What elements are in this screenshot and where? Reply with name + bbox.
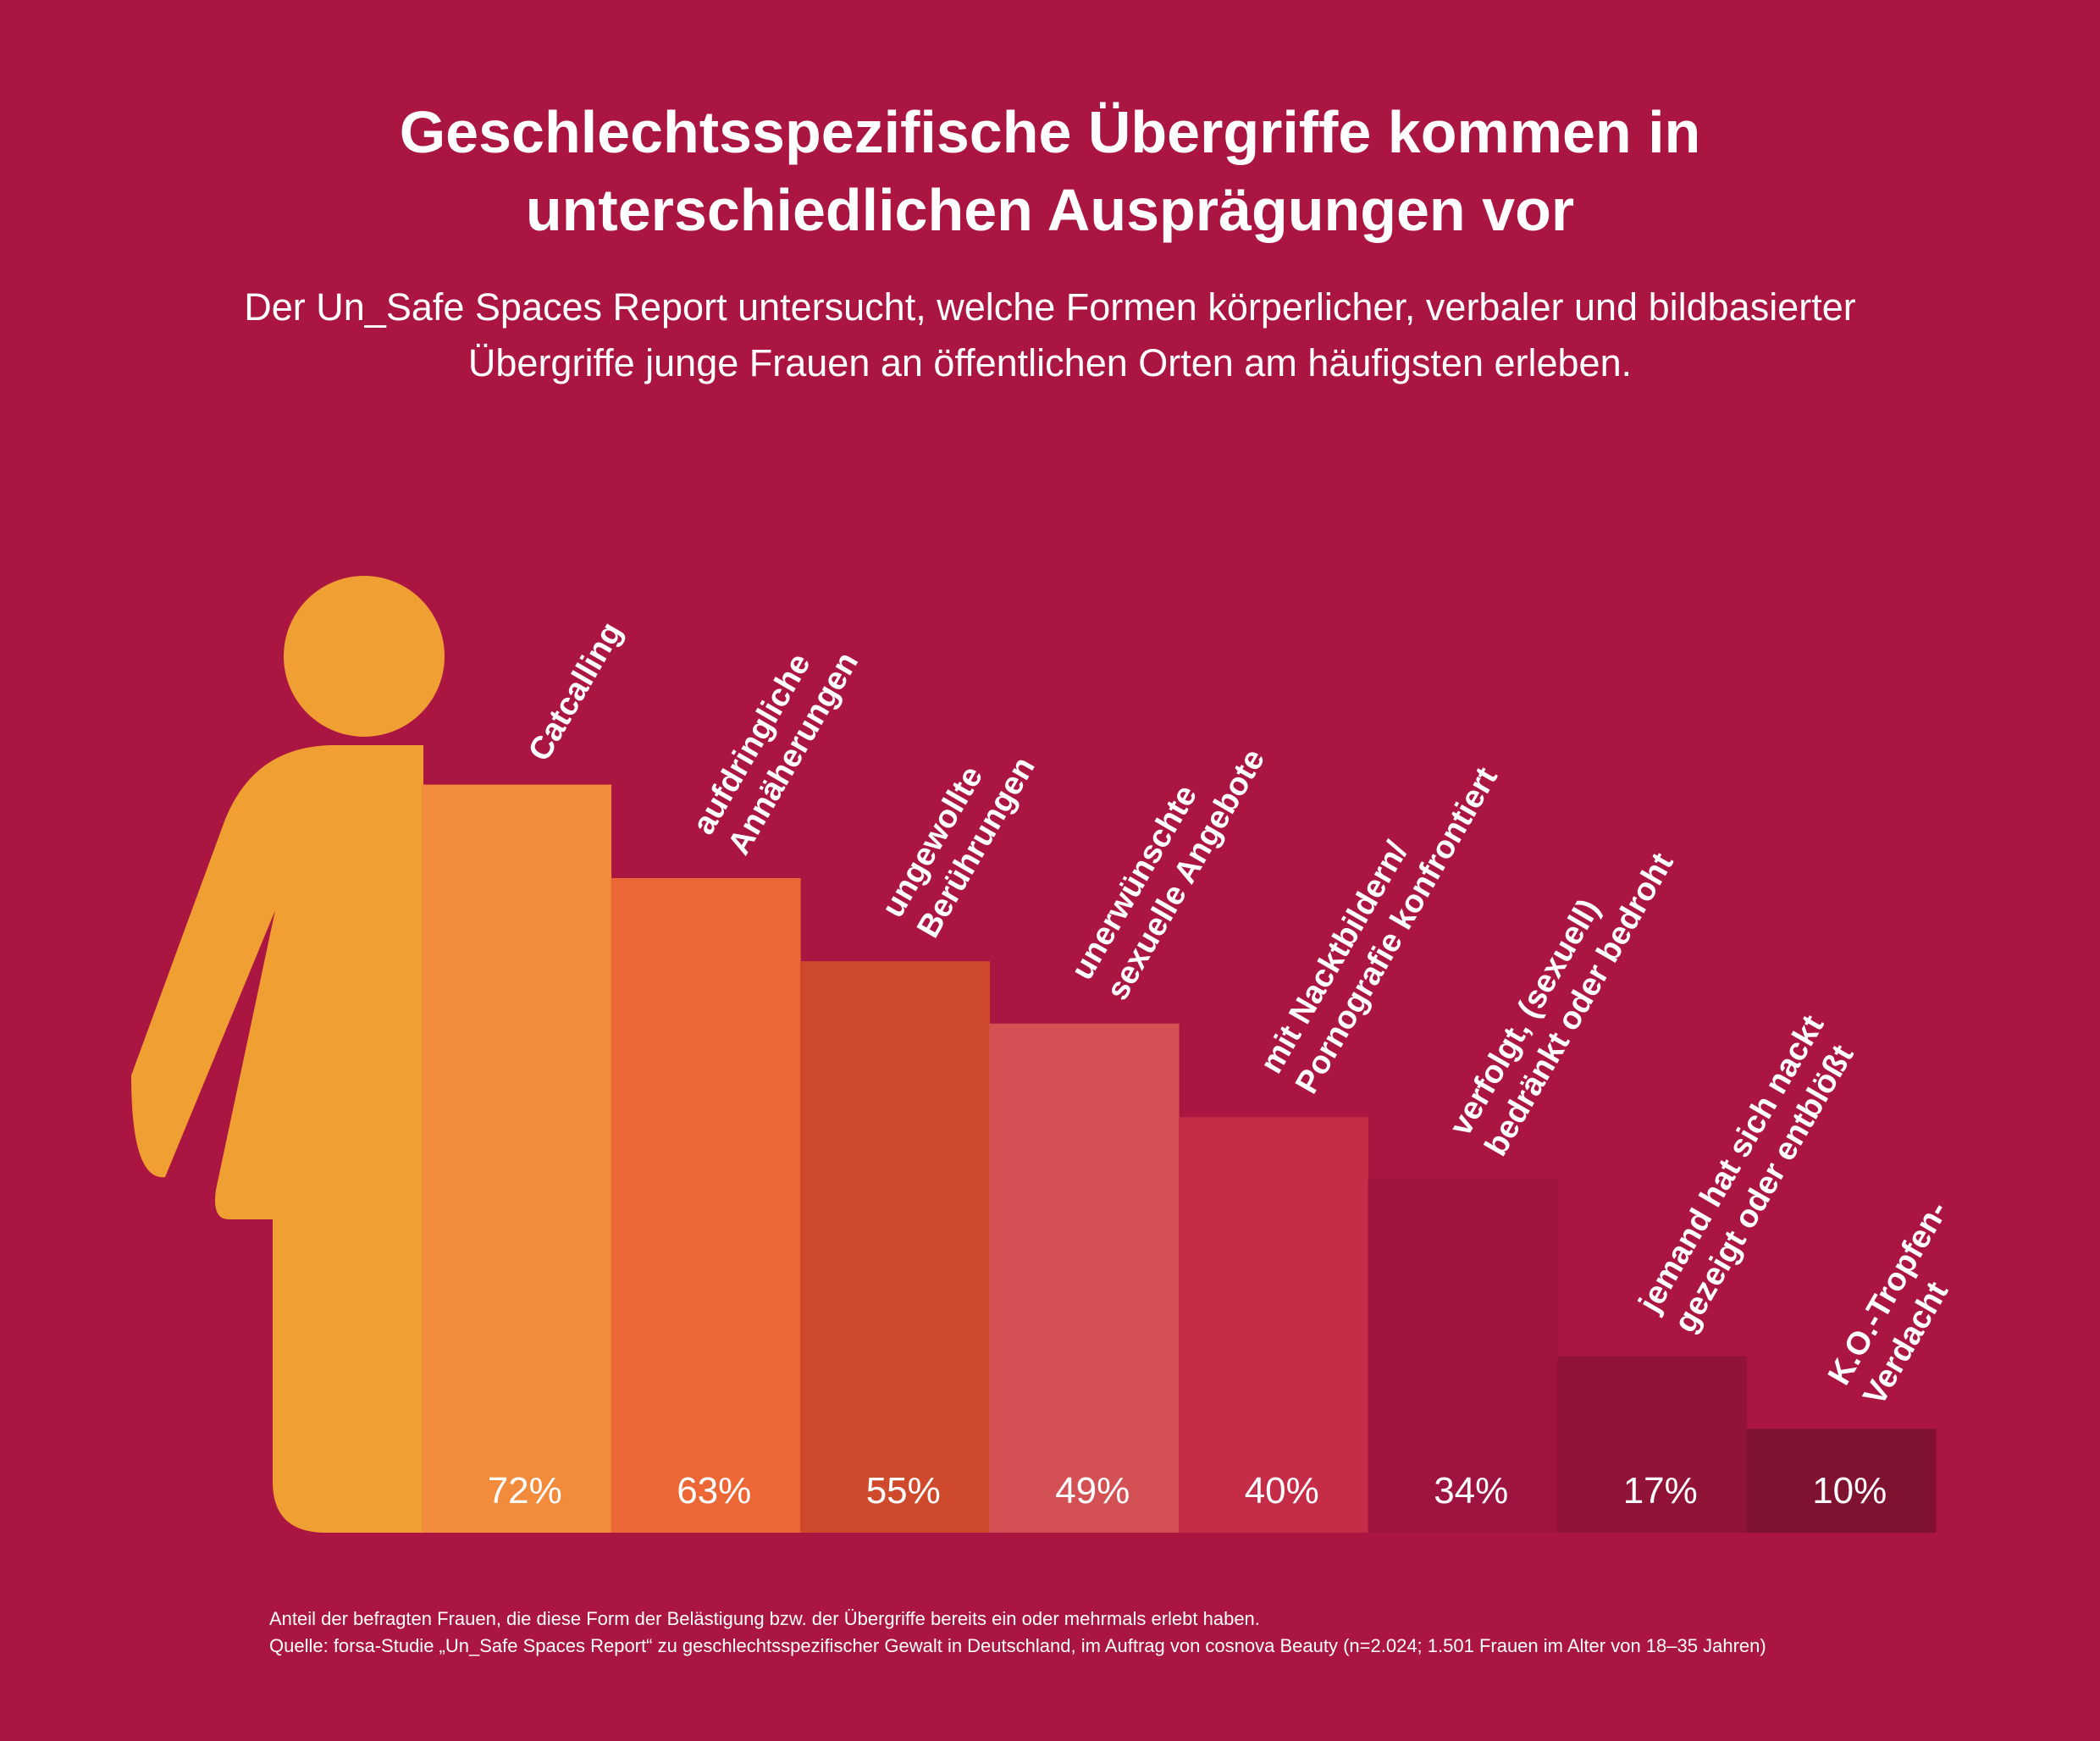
category-label-1: Catcalling (522, 616, 629, 767)
subtitle-line-2: Übergriffe junge Frauen an öffentlichen … (467, 341, 1633, 384)
category-label-1-line-1: Catcalling (522, 616, 629, 767)
category-label-7: jemand hat sich nacktgezeigt oder entblö… (1632, 1009, 1866, 1340)
category-label-2: aufdringlicheAnnäherungen (686, 626, 865, 860)
bar-3 (800, 961, 991, 1533)
category-label-4: unerwünschtesexuelle Angebote (1064, 723, 1272, 1007)
category-label-3: ungewollteBerührungen (876, 731, 1042, 944)
title-line-2: unterschiedlichen Ausprägungen vor (525, 177, 1575, 243)
chart-title: Geschlechtsspezifische Übergriffe kommen… (0, 93, 2100, 249)
value-label-3: 55% (866, 1470, 941, 1512)
value-label-7: 17% (1623, 1470, 1698, 1512)
category-label-6: verfolgt, (sexuell)bedränkt oder bedroht (1443, 826, 1681, 1162)
footnote-line-2: Quelle: forsa-Studie „Un_Safe Spaces Rep… (269, 1635, 1766, 1656)
bar-1 (422, 784, 612, 1533)
chart-subtitle: Der Un_Safe Spaces Report untersucht, we… (0, 279, 2100, 391)
footnote: Anteil der befragten Frauen, die diese F… (269, 1606, 2064, 1660)
footnote-line-1: Anteil der befragten Frauen, die diese F… (269, 1608, 1260, 1629)
value-label-4: 49% (1055, 1470, 1130, 1512)
value-label-5: 40% (1245, 1470, 1319, 1512)
category-label-5-line-2: Pornografie konfrontiert (1289, 761, 1505, 1100)
title-line-1: Geschlechtsspezifische Übergriffe kommen… (399, 99, 1701, 165)
bar-6 (1368, 1179, 1558, 1533)
category-label-8: K.O.-Tropfen-Verdacht (1821, 1196, 1990, 1412)
value-label-6: 34% (1434, 1470, 1508, 1512)
subtitle-line-1: Der Un_Safe Spaces Report untersucht, we… (244, 285, 1856, 329)
category-label-5: mit Nacktbildern/Pornografie konfrontier… (1254, 741, 1506, 1100)
figure-head (284, 576, 445, 737)
bar-7 (1557, 1356, 1748, 1533)
value-label-2: 63% (677, 1470, 751, 1512)
woman-figure-icon (131, 576, 445, 1533)
value-label-8: 10% (1812, 1470, 1887, 1512)
value-label-1: 72% (488, 1470, 562, 1512)
category-label-6-line-2: bedränkt oder bedroht (1478, 847, 1681, 1162)
figure-body (131, 745, 423, 1533)
bar-8 (1746, 1429, 1937, 1533)
bar-2 (611, 877, 801, 1533)
bar-4 (989, 1023, 1180, 1533)
bar-5 (1179, 1117, 1369, 1533)
